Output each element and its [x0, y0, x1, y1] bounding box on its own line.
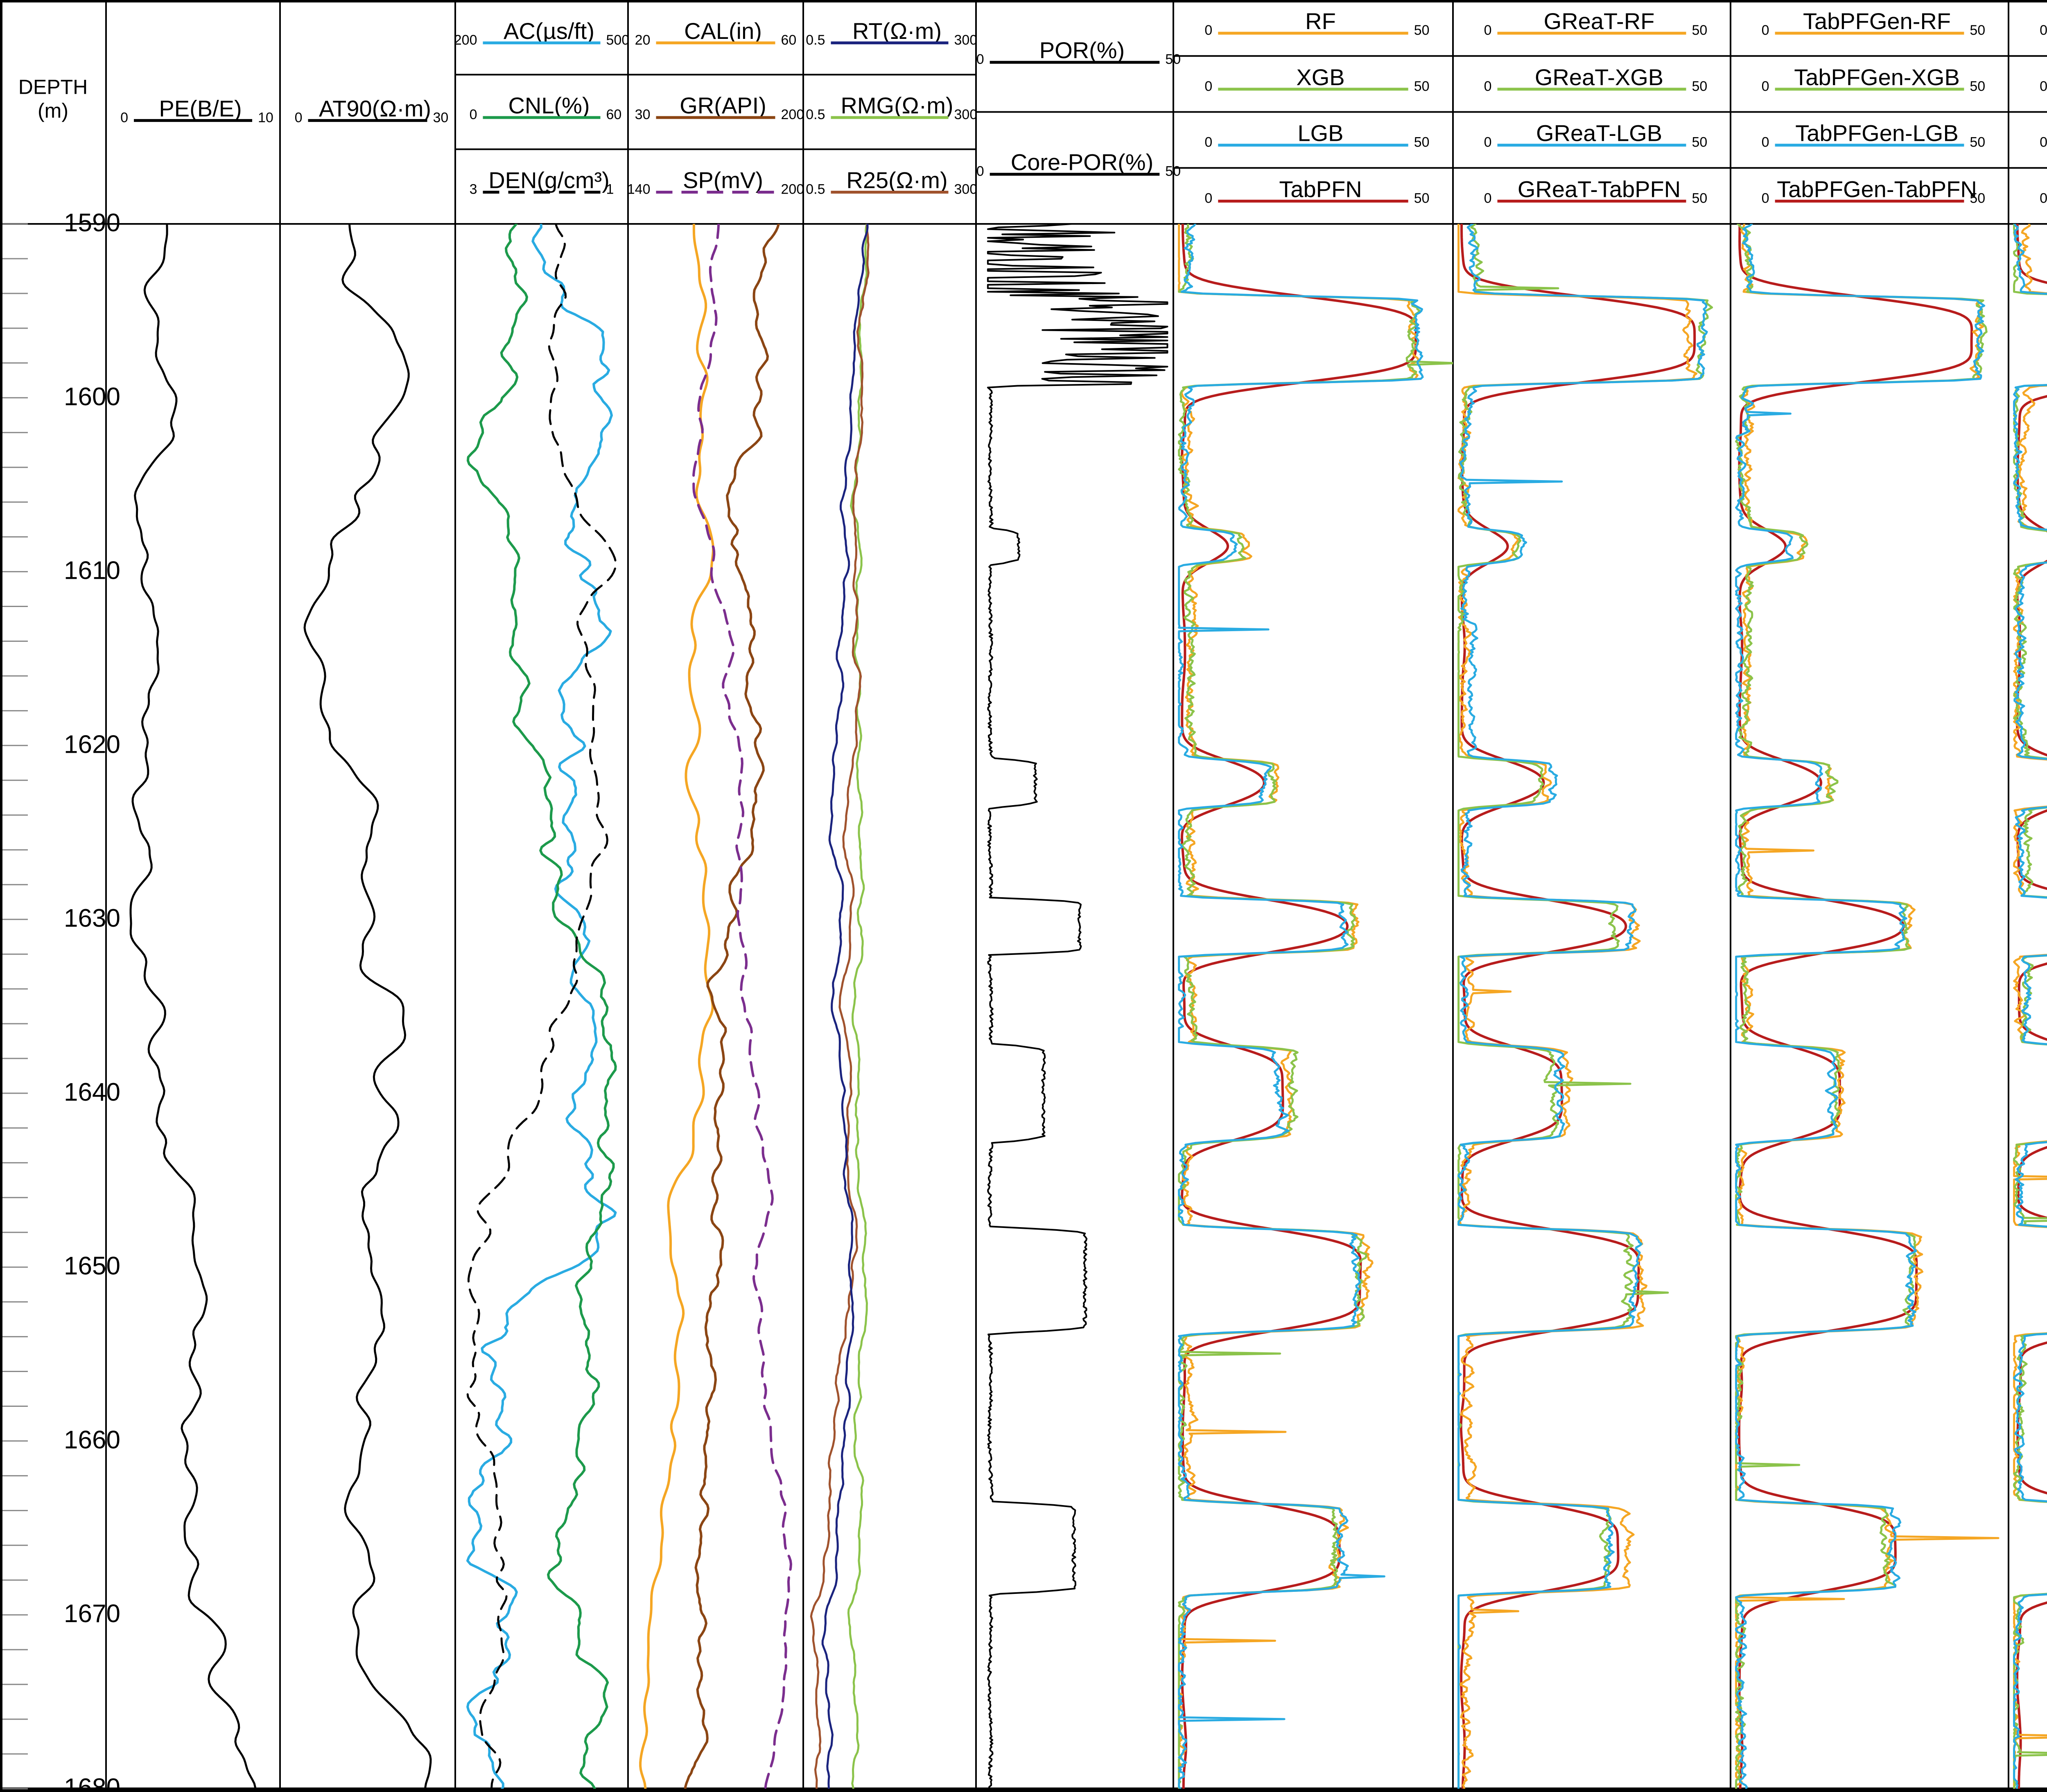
- svg-text:DEN(g/cm³): DEN(g/cm³): [488, 167, 610, 193]
- svg-text:10: 10: [258, 110, 273, 125]
- svg-text:50: 50: [1165, 52, 1181, 67]
- svg-text:1680: 1680: [64, 1774, 120, 1792]
- svg-text:3: 3: [470, 182, 477, 197]
- svg-text:0: 0: [2040, 23, 2047, 38]
- svg-text:GReaT-LGB: GReaT-LGB: [1536, 120, 1662, 146]
- svg-text:0: 0: [976, 164, 984, 179]
- svg-text:AC(µs/ft): AC(µs/ft): [504, 18, 594, 44]
- svg-text:TabPFGen-RF: TabPFGen-RF: [1803, 8, 1951, 34]
- svg-text:GR(API): GR(API): [680, 93, 766, 118]
- svg-text:LGB: LGB: [1297, 120, 1343, 146]
- svg-text:300: 300: [954, 182, 978, 197]
- svg-text:50: 50: [1414, 79, 1430, 94]
- svg-text:0: 0: [120, 110, 128, 125]
- svg-text:50: 50: [1970, 190, 1985, 206]
- svg-text:300: 300: [954, 32, 978, 48]
- svg-text:R25(Ω·m): R25(Ω·m): [846, 167, 947, 193]
- svg-text:DEPTH: DEPTH: [18, 76, 88, 99]
- svg-text:AT90(Ω·m): AT90(Ω·m): [319, 95, 431, 121]
- svg-text:60: 60: [781, 32, 797, 48]
- svg-text:0: 0: [1484, 135, 1492, 150]
- svg-text:200: 200: [781, 182, 804, 197]
- svg-text:CAL(in): CAL(in): [684, 18, 762, 44]
- svg-text:0: 0: [1204, 190, 1212, 206]
- svg-text:1670: 1670: [64, 1600, 120, 1628]
- svg-text:1: 1: [606, 182, 614, 197]
- svg-text:0: 0: [2040, 79, 2047, 94]
- svg-text:PE(B/E): PE(B/E): [159, 95, 242, 121]
- svg-text:1590: 1590: [64, 209, 120, 237]
- svg-text:60: 60: [606, 107, 622, 122]
- svg-text:200: 200: [454, 32, 477, 48]
- svg-text:TabPFN: TabPFN: [1279, 176, 1362, 202]
- svg-text:TabPFGen-LGB: TabPFGen-LGB: [1795, 120, 1958, 146]
- svg-text:0: 0: [1484, 23, 1492, 38]
- svg-text:140: 140: [627, 182, 651, 197]
- svg-text:50: 50: [1692, 190, 1708, 206]
- svg-text:0: 0: [1204, 23, 1212, 38]
- svg-text:GReaT-TabPFN: GReaT-TabPFN: [1518, 176, 1681, 202]
- svg-text:0: 0: [470, 107, 477, 122]
- svg-text:1640: 1640: [64, 1078, 120, 1106]
- svg-text:1610: 1610: [64, 557, 120, 585]
- svg-text:1630: 1630: [64, 904, 120, 932]
- svg-text:300: 300: [954, 107, 978, 122]
- svg-text:0.5: 0.5: [806, 182, 825, 197]
- svg-text:50: 50: [1692, 79, 1708, 94]
- svg-text:50: 50: [1692, 135, 1708, 150]
- svg-text:30: 30: [635, 107, 651, 122]
- svg-text:0: 0: [1484, 79, 1492, 94]
- svg-text:50: 50: [1970, 79, 1985, 94]
- svg-text:0: 0: [1762, 23, 1769, 38]
- svg-text:1650: 1650: [64, 1252, 120, 1280]
- svg-text:0: 0: [1762, 79, 1769, 94]
- svg-text:1600: 1600: [64, 383, 120, 411]
- svg-text:TabPFGen-XGB: TabPFGen-XGB: [1794, 64, 1960, 90]
- svg-text:0.5: 0.5: [806, 32, 825, 48]
- svg-text:RMG(Ω·m): RMG(Ω·m): [840, 93, 953, 118]
- svg-text:Core-POR(%): Core-POR(%): [1011, 149, 1153, 175]
- svg-text:CNL(%): CNL(%): [508, 93, 590, 118]
- svg-text:50: 50: [1414, 190, 1430, 206]
- svg-text:30: 30: [433, 110, 449, 125]
- svg-text:0: 0: [2040, 190, 2047, 206]
- svg-text:0: 0: [1762, 190, 1769, 206]
- svg-text:0: 0: [1762, 135, 1769, 150]
- svg-text:50: 50: [1165, 164, 1181, 179]
- svg-text:0: 0: [1204, 79, 1212, 94]
- svg-text:0: 0: [976, 52, 984, 67]
- svg-text:(m): (m): [38, 99, 68, 122]
- svg-text:TabPFGen-TabPFN: TabPFGen-TabPFN: [1777, 176, 1977, 202]
- svg-text:50: 50: [1414, 23, 1430, 38]
- svg-text:1620: 1620: [64, 730, 120, 758]
- svg-text:200: 200: [781, 107, 804, 122]
- svg-text:50: 50: [1414, 135, 1430, 150]
- svg-text:GReaT-XGB: GReaT-XGB: [1535, 64, 1663, 90]
- svg-text:20: 20: [635, 32, 651, 48]
- svg-text:50: 50: [1970, 135, 1985, 150]
- svg-text:GReaT-RF: GReaT-RF: [1544, 8, 1655, 34]
- svg-text:50: 50: [1692, 23, 1708, 38]
- svg-text:0: 0: [1484, 190, 1492, 206]
- svg-text:1660: 1660: [64, 1426, 120, 1454]
- svg-text:50: 50: [1970, 23, 1985, 38]
- svg-text:POR(%): POR(%): [1039, 37, 1125, 63]
- svg-text:500: 500: [606, 32, 630, 48]
- svg-text:0: 0: [295, 110, 303, 125]
- svg-text:RF: RF: [1305, 8, 1336, 34]
- svg-text:0.5: 0.5: [806, 107, 825, 122]
- svg-text:XGB: XGB: [1296, 64, 1344, 90]
- svg-text:RT(Ω·m): RT(Ω·m): [852, 18, 942, 44]
- svg-text:0: 0: [1204, 135, 1212, 150]
- svg-text:0: 0: [2040, 135, 2047, 150]
- svg-text:SP(mV): SP(mV): [683, 167, 763, 193]
